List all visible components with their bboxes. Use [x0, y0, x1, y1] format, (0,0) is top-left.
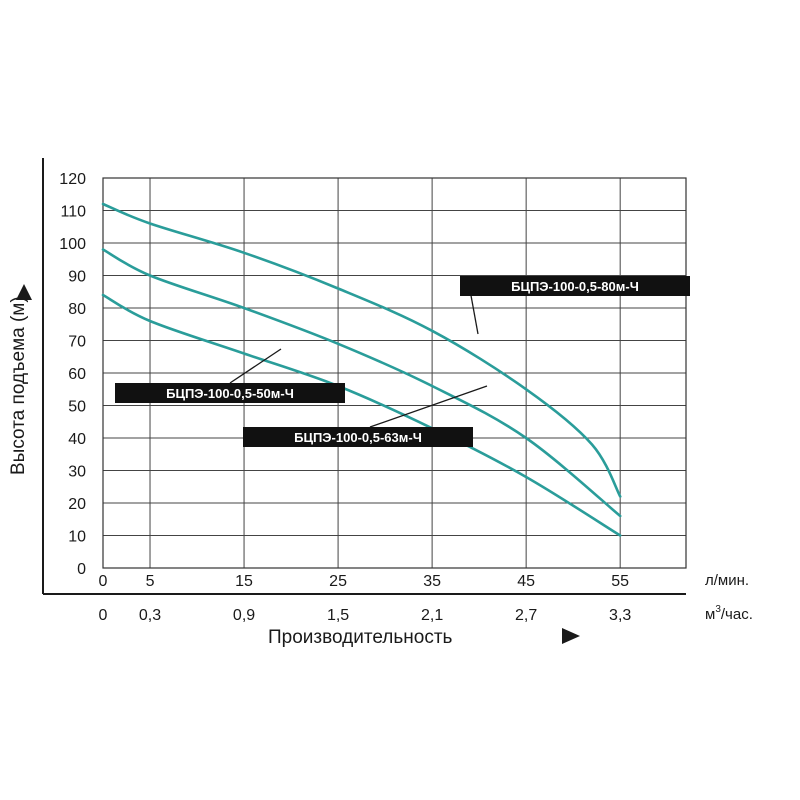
x-tick-label-lmin: 35: [423, 573, 441, 590]
series-label-text: БЦПЭ-100-0,5-80м-Ч: [511, 279, 639, 294]
x-tick-label-lmin: 25: [329, 573, 347, 590]
series-label-box: [243, 427, 473, 447]
y-tick-label: 110: [60, 204, 86, 221]
x-unit-m3h-sup: 3: [715, 604, 721, 615]
x-unit-m3h-suffix: /час.: [721, 606, 753, 623]
label-leader-lines: [229, 289, 488, 428]
series-labels: БЦПЭ-100-0,5-80м-Ч БЦПЭ-100-0,5-63м-Ч БЦПЭ…: [115, 276, 690, 447]
series-curve-2: [101, 293, 622, 537]
series-label-text: БЦПЭ-100-0,5-50м-Ч: [166, 386, 294, 401]
x-tick-labels-lmin: 0 5 15 25 35 45 55: [99, 573, 630, 590]
x-tick-label-m3h: 1,5: [327, 607, 349, 624]
x-tick-label-lmin: 5: [146, 573, 155, 590]
y-tick-label: 90: [68, 269, 86, 286]
y-tick-label: 50: [68, 399, 86, 416]
x-axis-title: Производительность: [268, 627, 453, 648]
series-curve-1: [101, 248, 622, 518]
y-tick-label: 60: [68, 366, 86, 383]
y-tick-label: 20: [68, 496, 86, 513]
y-tick-label: 120: [59, 171, 86, 188]
x-unit-m3h: м3/час.: [705, 604, 753, 623]
y-tick-label: 70: [68, 334, 86, 351]
y-tick-label: 30: [68, 464, 86, 481]
y-tick-label: 40: [68, 431, 86, 448]
x-tick-label-m3h: 3,3: [609, 607, 631, 624]
x-tick-label-lmin: 45: [517, 573, 535, 590]
series-curve-0: [101, 202, 622, 498]
series-label-box: [115, 383, 345, 403]
y-tick-label: 10: [68, 529, 86, 546]
leader-line: [469, 289, 479, 335]
y-axis-title: Высота подъема (м): [8, 296, 29, 475]
x-tick-label-m3h: 2,7: [515, 607, 537, 624]
performance-curves: [101, 202, 622, 537]
axes-frame: [42, 158, 687, 595]
x-tick-label-lmin: 15: [235, 573, 253, 590]
x-tick-label-lmin: 55: [611, 573, 629, 590]
y-tick-label: 80: [68, 301, 86, 318]
x-tick-label-m3h: 2,1: [421, 607, 443, 624]
y-axis-arrow-icon: [16, 284, 32, 300]
y-tick-labels: 0 10 20 30 40 50 60 70 80 90 100 110 120: [59, 171, 86, 578]
leader-line: [229, 348, 282, 384]
leader-line: [369, 385, 488, 428]
x-unit-m3h-base: м: [705, 606, 715, 623]
x-tick-label-m3h: 0,9: [233, 607, 255, 624]
x-tick-labels-m3h: 0 0,3 0,9 1,5 2,1 2,7 3,3: [99, 607, 632, 624]
x-tick-label-m3h: 0: [99, 607, 108, 624]
series-label-text: БЦПЭ-100-0,5-63м-Ч: [294, 430, 422, 445]
plot-area-border: [102, 177, 687, 569]
x-unit-lmin: л/мин.: [705, 572, 749, 589]
series-label-box: [460, 276, 690, 296]
x-axis-arrow-icon: [562, 628, 580, 644]
y-tick-label: 0: [77, 561, 86, 578]
y-tick-label: 100: [59, 236, 86, 253]
x-tick-label-lmin: 0: [99, 573, 108, 590]
x-tick-label-m3h: 0,3: [139, 607, 161, 624]
